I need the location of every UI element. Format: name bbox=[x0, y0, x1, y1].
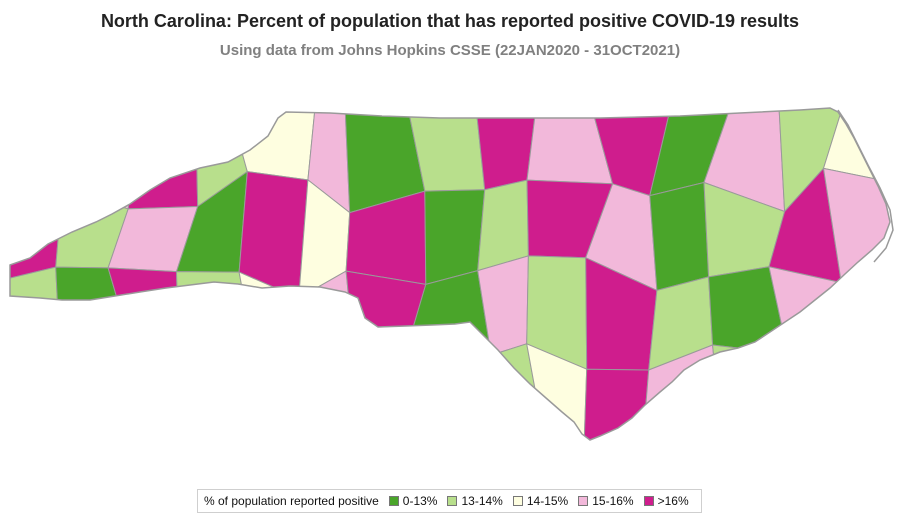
legend-swatch-1 bbox=[447, 496, 458, 506]
legend-label: 15-16% bbox=[592, 494, 634, 508]
county-region bbox=[649, 181, 710, 292]
outer-banks bbox=[837, 109, 894, 263]
legend-label: 14-15% bbox=[526, 494, 569, 508]
legend-label: >16% bbox=[657, 494, 689, 508]
legend-label: 0-13% bbox=[402, 494, 438, 508]
county-region bbox=[712, 344, 789, 440]
legend-item: 0-13% bbox=[388, 494, 438, 508]
county-region bbox=[477, 255, 529, 356]
county-region bbox=[762, 353, 851, 440]
county-region bbox=[131, 339, 180, 440]
legend-swatch-0 bbox=[388, 496, 399, 506]
county-region bbox=[10, 108, 73, 210]
legend-swatch-2 bbox=[512, 496, 523, 506]
county-region bbox=[583, 368, 650, 440]
legend-item: >16% bbox=[643, 494, 689, 508]
county-region bbox=[350, 338, 410, 440]
legend-title: % of population reported positive bbox=[204, 494, 379, 508]
county-region bbox=[127, 108, 199, 210]
county-region bbox=[345, 270, 427, 351]
county-region bbox=[61, 108, 140, 210]
map-subtitle: Using data from Johns Hopkins CSSE (22JA… bbox=[219, 42, 681, 59]
county-region bbox=[10, 343, 80, 440]
county-region bbox=[240, 346, 318, 440]
legend-item: 13-14% bbox=[447, 494, 503, 508]
map-title: North Carolina: Percent of population th… bbox=[100, 11, 800, 31]
county-region bbox=[10, 188, 63, 280]
county-region bbox=[296, 338, 354, 440]
county-region bbox=[405, 349, 492, 440]
county-region bbox=[768, 266, 842, 373]
county-region bbox=[477, 179, 529, 272]
legend-item: 15-16% bbox=[578, 494, 634, 508]
county-region bbox=[168, 339, 257, 440]
county-region bbox=[107, 267, 180, 355]
legend-swatch-3 bbox=[578, 496, 589, 506]
county-region bbox=[10, 266, 61, 355]
map-legend: % of population reported positive 0-13% … bbox=[197, 489, 702, 513]
legend-item: 14-15% bbox=[512, 494, 569, 508]
county-region bbox=[59, 352, 134, 440]
county-region bbox=[839, 264, 890, 372]
county-region bbox=[424, 189, 486, 286]
county-region bbox=[526, 108, 614, 185]
legend-label: 13-14% bbox=[461, 494, 503, 508]
legend-swatch-4 bbox=[643, 496, 654, 506]
county-region bbox=[839, 363, 890, 440]
